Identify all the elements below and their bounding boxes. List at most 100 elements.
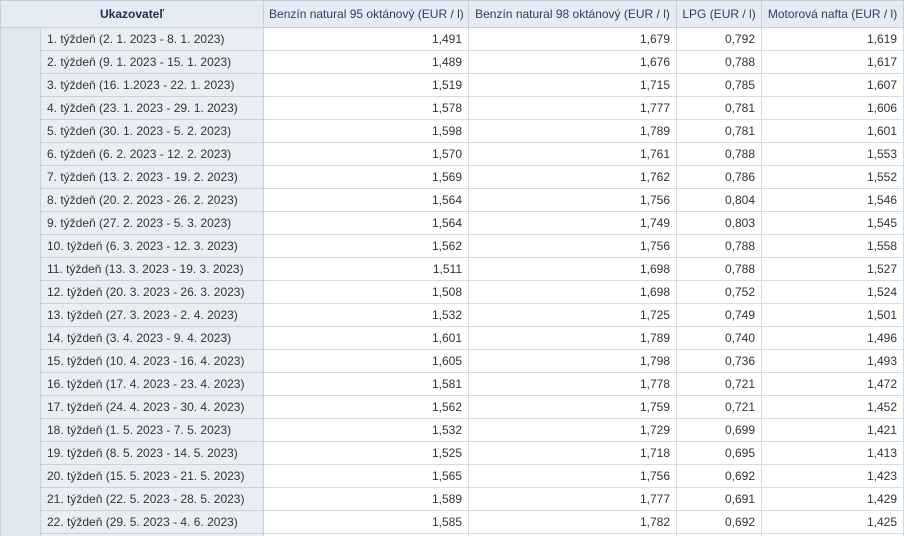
table-row: 22. týždeň (29. 5. 2023 - 4. 6. 2023) 1,5… xyxy=(1,510,904,534)
value-cell: 1,718 xyxy=(468,441,678,465)
value-cell: 1,698 xyxy=(468,257,678,281)
row-label: 7. týždeň (13. 2. 2023 - 19. 2. 2023) xyxy=(39,165,265,189)
value-cell: 1,489 xyxy=(263,50,470,74)
value-cell: 0,740 xyxy=(676,326,763,350)
value-cell: 1,729 xyxy=(468,418,678,442)
table-row: 13. týždeň (27. 3. 2023 - 2. 4. 2023) 1,5… xyxy=(1,303,904,327)
value-cell: 1,452 xyxy=(761,395,904,419)
value-cell: 0,692 xyxy=(676,510,763,534)
row-label: 18. týždeň (1. 5. 2023 - 7. 5. 2023) xyxy=(39,418,265,442)
value-cell: 0,749 xyxy=(676,303,763,327)
row-label: 21. týždeň (22. 5. 2023 - 28. 5. 2023) xyxy=(39,487,265,511)
column-header: Motorová nafta (EUR / l) xyxy=(761,0,904,28)
value-cell: 0,792 xyxy=(676,27,763,51)
value-cell: 1,715 xyxy=(468,73,678,97)
value-cell: 1,532 xyxy=(263,418,470,442)
value-cell: 1,607 xyxy=(761,73,904,97)
value-cell: 0,803 xyxy=(676,211,763,235)
value-cell: 1,605 xyxy=(263,349,470,373)
table-row: 20. týždeň (15. 5. 2023 - 21. 5. 2023) 1,… xyxy=(1,464,904,488)
column-header: Benzín natural 95 oktánový (EUR / l) xyxy=(263,0,470,28)
table-row: 6. týždeň (6. 2. 2023 - 12. 2. 2023) 1,57… xyxy=(1,142,904,166)
value-cell: 1,553 xyxy=(761,142,904,166)
value-cell: 1,532 xyxy=(263,303,470,327)
row-label: 19. týždeň (8. 5. 2023 - 14. 5. 2023) xyxy=(39,441,265,465)
value-cell: 1,425 xyxy=(761,510,904,534)
empty-cell xyxy=(761,533,904,536)
value-cell: 1,558 xyxy=(761,234,904,258)
value-cell: 0,721 xyxy=(676,395,763,419)
value-cell: 1,423 xyxy=(761,464,904,488)
value-cell: 1,525 xyxy=(263,441,470,465)
column-header: Benzín natural 98 oktánový (EUR / l) xyxy=(468,0,678,28)
row-label: 6. týždeň (6. 2. 2023 - 12. 2. 2023) xyxy=(39,142,265,166)
value-cell: 1,782 xyxy=(468,510,678,534)
table-row: 18. týždeň (1. 5. 2023 - 7. 5. 2023) 1,53… xyxy=(1,418,904,442)
row-label: 2. týždeň (9. 1. 2023 - 15. 1. 2023) xyxy=(39,50,265,74)
value-cell: 1,756 xyxy=(468,464,678,488)
value-cell: 0,788 xyxy=(676,142,763,166)
value-cell: 1,676 xyxy=(468,50,678,74)
value-cell: 1,798 xyxy=(468,349,678,373)
value-cell: 1,761 xyxy=(468,142,678,166)
row-label: 9. týždeň (27. 2. 2023 - 5. 3. 2023) xyxy=(39,211,265,235)
value-cell: 1,562 xyxy=(263,234,470,258)
table-row: 16. týždeň (17. 4. 2023 - 23. 4. 2023) 1,… xyxy=(1,372,904,396)
value-cell: 0,781 xyxy=(676,96,763,120)
value-cell: 0,788 xyxy=(676,234,763,258)
value-cell: 1,421 xyxy=(761,418,904,442)
row-label: 4. týždeň (23. 1. 2023 - 29. 1. 2023) xyxy=(39,96,265,120)
row-label: 12. týždeň (20. 3. 2023 - 26. 3. 2023) xyxy=(39,280,265,304)
value-cell: 1,546 xyxy=(761,188,904,212)
row-label: 8. týždeň (20. 2. 2023 - 26. 2. 2023) xyxy=(39,188,265,212)
row-label: 1. týždeň (2. 1. 2023 - 8. 1. 2023) xyxy=(39,27,265,51)
table-row: 1. týždeň (2. 1. 2023 - 8. 1. 2023) 1,491… xyxy=(0,27,904,536)
table-row: 11. týždeň (13. 3. 2023 - 19. 3. 2023) 1,… xyxy=(1,257,904,281)
value-cell: 1,413 xyxy=(761,441,904,465)
value-cell: 1,789 xyxy=(468,119,678,143)
table-row: 10. týždeň (6. 3. 2023 - 12. 3. 2023) 1,5… xyxy=(1,234,904,258)
row-label: 17. týždeň (24. 4. 2023 - 30. 4. 2023) xyxy=(39,395,265,419)
value-cell: 0,781 xyxy=(676,119,763,143)
value-cell: 1,725 xyxy=(468,303,678,327)
row-label: 5. týždeň (30. 1. 2023 - 5. 2. 2023) xyxy=(39,119,265,143)
value-cell: 1,789 xyxy=(468,326,678,350)
value-cell: 1,519 xyxy=(263,73,470,97)
value-cell: 1,569 xyxy=(263,165,470,189)
value-cell: 1,749 xyxy=(468,211,678,235)
row-label: 22. týždeň (29. 5. 2023 - 4. 6. 2023) xyxy=(39,510,265,534)
row-label: 13. týždeň (27. 3. 2023 - 2. 4. 2023) xyxy=(39,303,265,327)
table-row: 2. týždeň (9. 1. 2023 - 15. 1. 2023) 1,48… xyxy=(1,50,904,74)
value-cell: 1,759 xyxy=(468,395,678,419)
row-label: 15. týždeň (10. 4. 2023 - 16. 4. 2023) xyxy=(39,349,265,373)
value-cell: 0,788 xyxy=(676,50,763,74)
value-cell: 1,601 xyxy=(761,119,904,143)
value-cell: 0,692 xyxy=(676,464,763,488)
value-cell: 1,698 xyxy=(468,280,678,304)
empty-cell xyxy=(39,533,265,536)
value-cell: 1,756 xyxy=(468,234,678,258)
value-cell: 1,429 xyxy=(761,487,904,511)
value-cell: 1,501 xyxy=(761,303,904,327)
table-row: 4. týždeň (23. 1. 2023 - 29. 1. 2023) 1,5… xyxy=(1,96,904,120)
table-row: 19. týždeň (8. 5. 2023 - 14. 5. 2023) 1,5… xyxy=(1,441,904,465)
table-row: 12. týždeň (20. 3. 2023 - 26. 3. 2023) 1,… xyxy=(1,280,904,304)
value-cell: 1,527 xyxy=(761,257,904,281)
value-cell: 1,606 xyxy=(761,96,904,120)
row-label: 16. týždeň (17. 4. 2023 - 23. 4. 2023) xyxy=(39,372,265,396)
table-row xyxy=(1,533,904,536)
value-cell: 1,589 xyxy=(263,487,470,511)
value-cell: 1,491 xyxy=(263,27,470,51)
value-cell: 1,565 xyxy=(263,464,470,488)
value-cell: 1,562 xyxy=(263,395,470,419)
value-cell: 0,691 xyxy=(676,487,763,511)
table-row: 7. týždeň (13. 2. 2023 - 19. 2. 2023) 1,5… xyxy=(1,165,904,189)
value-cell: 1,570 xyxy=(263,142,470,166)
row-label: 20. týždeň (15. 5. 2023 - 21. 5. 2023) xyxy=(39,464,265,488)
row-label: 11. týždeň (13. 3. 2023 - 19. 3. 2023) xyxy=(39,257,265,281)
value-cell: 1,508 xyxy=(263,280,470,304)
value-cell: 1,598 xyxy=(263,119,470,143)
value-cell: 0,785 xyxy=(676,73,763,97)
value-cell: 1,496 xyxy=(761,326,904,350)
